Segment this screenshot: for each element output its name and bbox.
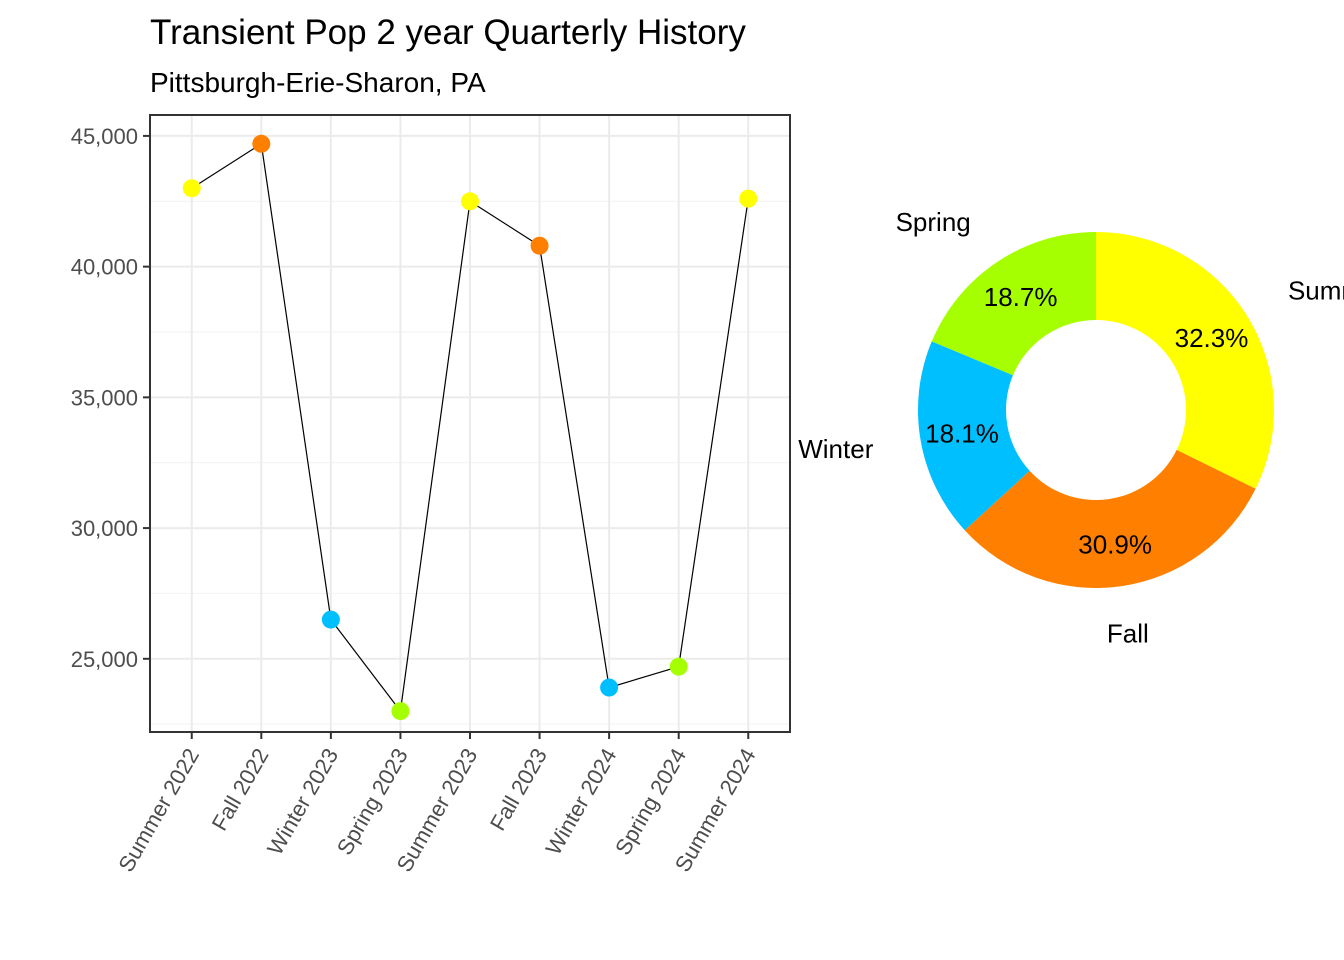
y-tick-label: 30,000 [71,516,138,541]
y-tick-label: 35,000 [71,385,138,410]
donut-slice-summer [1096,232,1274,489]
x-tick-label: Fall 2023 [485,744,552,835]
data-point [530,236,549,255]
slice-name-label: Summer [1288,276,1344,306]
data-point [252,134,271,153]
x-tick-label: Spring 2024 [610,744,691,859]
slice-percent-label: 18.1% [925,418,999,448]
donut-slice-fall [964,449,1256,588]
x-tick-label: Winter 2024 [540,744,621,859]
y-tick-label: 25,000 [71,647,138,672]
data-point [669,657,688,676]
x-tick-label: Fall 2022 [207,744,274,835]
data-point [600,678,619,697]
slice-name-label: Spring [896,207,971,237]
x-tick-label: Spring 2023 [332,744,413,859]
line-chart-panel: 25,000 30,000 35,000 40,000 45,000 Summer 202… [71,114,791,876]
data-point [182,179,201,198]
chart-subtitle: Pittsburgh-Erie-Sharon, PA [150,67,486,98]
slice-percent-label: 18.7% [984,282,1058,312]
data-point [321,610,340,629]
data-point [391,702,410,721]
y-tick-label: 40,000 [71,255,138,280]
slice-percent-label: 30.9% [1078,530,1152,560]
data-point [739,189,758,208]
slice-percent-label: 32.3% [1175,323,1249,353]
y-tick-label: 45,000 [71,124,138,149]
x-tick-label: Summer 2022 [113,744,204,876]
chart-title: Transient Pop 2 year Quarterly History [150,13,746,52]
slice-name-label: Winter [798,434,873,464]
data-point [461,192,479,211]
x-tick-label: Winter 2023 [262,744,343,859]
donut-slice-winter [918,341,1030,531]
donut-slice-spring [931,232,1096,376]
slice-name-label: Fall [1107,619,1149,649]
donut-chart-panel: 32.3% Summer 30.9% Fall 18.1% Winter 18.7% Spri… [798,207,1344,649]
